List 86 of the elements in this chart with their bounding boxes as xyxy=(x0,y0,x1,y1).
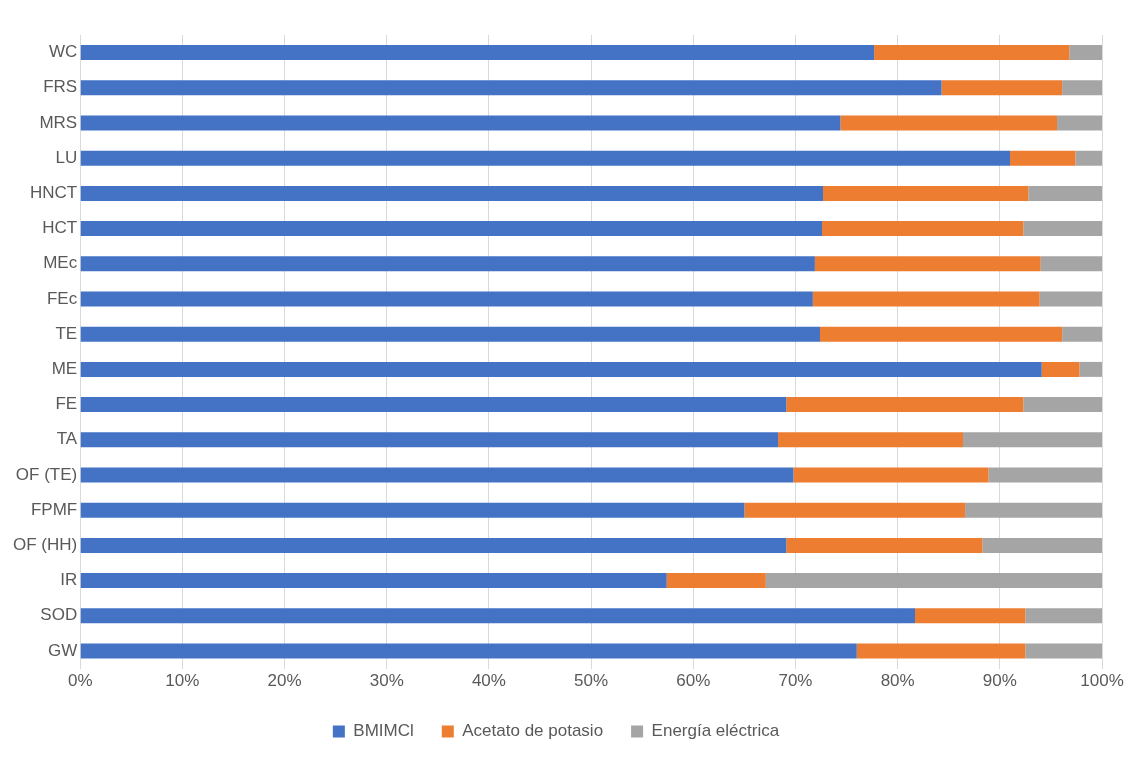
legend-label: Acetato de potasio xyxy=(462,721,604,741)
x-tick-label: 30% xyxy=(369,671,404,691)
bar xyxy=(1028,185,1102,201)
bar xyxy=(822,221,1024,237)
bar xyxy=(80,150,1011,166)
bar xyxy=(80,256,815,272)
y-tick-label: FPMF xyxy=(30,499,78,519)
bar xyxy=(80,608,916,624)
bar xyxy=(1023,221,1102,237)
bar xyxy=(80,432,779,448)
bar xyxy=(1040,256,1102,272)
bar xyxy=(1025,608,1102,624)
x-tick-label: 90% xyxy=(982,671,1017,691)
bar xyxy=(80,115,841,131)
bar xyxy=(963,432,1102,448)
y-tick-label: ME xyxy=(51,359,78,379)
bar xyxy=(80,467,794,483)
bar xyxy=(80,80,942,96)
bar xyxy=(793,467,989,483)
y-tick-label: FRS xyxy=(43,77,78,97)
bar xyxy=(856,643,1026,659)
bar xyxy=(80,326,820,342)
x-tick-label: 20% xyxy=(267,671,302,691)
bar xyxy=(80,502,745,518)
bar xyxy=(80,45,875,61)
y-tick-label: SOD xyxy=(40,605,78,625)
bar xyxy=(965,502,1102,518)
y-tick-label: FE xyxy=(55,394,78,414)
bar xyxy=(1039,291,1102,307)
y-tick-label: WC xyxy=(48,42,78,62)
x-tick-label: 50% xyxy=(574,671,609,691)
bar xyxy=(786,537,983,553)
bar xyxy=(1023,397,1102,413)
bar xyxy=(80,291,813,307)
bar xyxy=(1075,150,1102,166)
x-tick-label: 70% xyxy=(778,671,813,691)
bar xyxy=(80,537,787,553)
x-tick-label: 0% xyxy=(67,671,93,691)
bar xyxy=(1062,326,1102,342)
bar xyxy=(1057,115,1102,131)
y-tick-label: LU xyxy=(55,147,78,167)
bar xyxy=(840,115,1058,131)
bar xyxy=(80,361,1042,377)
bar xyxy=(812,291,1040,307)
bar xyxy=(80,221,823,237)
bar xyxy=(1041,361,1080,377)
bar xyxy=(814,256,1041,272)
bar xyxy=(744,502,966,518)
bar xyxy=(941,80,1063,96)
bar xyxy=(1079,361,1102,377)
legend-label: Energía eléctrica xyxy=(651,721,780,741)
bar xyxy=(80,397,787,413)
bar xyxy=(823,185,1029,201)
y-tick-label: GW xyxy=(47,640,78,660)
y-tick-label: IR xyxy=(60,570,78,590)
bar xyxy=(819,326,1063,342)
y-tick-label: FEc xyxy=(46,288,78,308)
y-tick-label: MEc xyxy=(43,253,78,273)
bar xyxy=(1025,643,1102,659)
bar xyxy=(1069,45,1102,61)
bar xyxy=(988,467,1102,483)
bar xyxy=(982,537,1102,553)
y-tick-label: TA xyxy=(56,429,78,449)
x-tick-label: 100% xyxy=(1080,671,1124,691)
y-tick-label: HCT xyxy=(42,218,78,238)
x-tick-label: 40% xyxy=(471,671,506,691)
legend-label: BMIMCl xyxy=(353,721,414,741)
bar xyxy=(80,185,824,201)
bar xyxy=(765,573,1102,589)
x-tick-label: 60% xyxy=(676,671,711,691)
x-tick-label: 80% xyxy=(880,671,915,691)
bar xyxy=(80,643,857,659)
y-tick-label: MRS xyxy=(39,112,78,132)
y-tick-label: OF (TE) xyxy=(15,464,78,484)
bar xyxy=(778,432,964,448)
bar xyxy=(80,573,667,589)
bar xyxy=(1062,80,1102,96)
x-tick-label: 10% xyxy=(165,671,200,691)
bar xyxy=(1010,150,1076,166)
bar xyxy=(666,573,766,589)
bar xyxy=(786,397,1024,413)
bar xyxy=(915,608,1026,624)
y-tick-label: TE xyxy=(55,323,78,343)
y-tick-label: HNCT xyxy=(29,183,78,203)
bar xyxy=(874,45,1070,61)
y-tick-label: OF (HH) xyxy=(12,535,78,555)
